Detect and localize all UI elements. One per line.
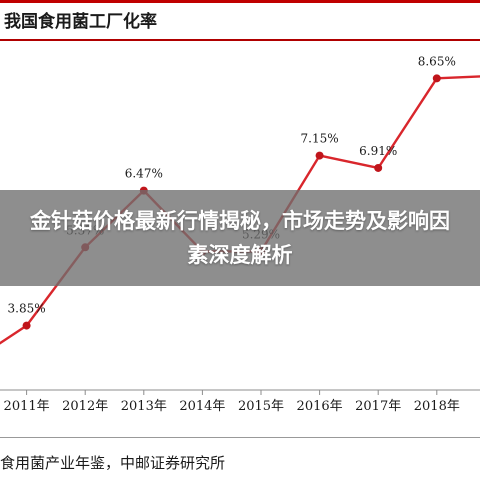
title-top-rule xyxy=(0,0,480,3)
x-tick-label: 2012年 xyxy=(62,399,108,414)
data-label: 6.91% xyxy=(359,144,397,158)
headline-banner: 金针菇价格最新行情揭秘，市场走势及影响因素深度解析 xyxy=(0,190,480,286)
data-label: 3.85% xyxy=(8,302,46,316)
data-point xyxy=(374,163,383,172)
x-tick-label: 2013年 xyxy=(121,399,167,414)
x-tick-label: 2014年 xyxy=(179,399,225,414)
x-tick-label: 2018年 xyxy=(414,399,460,414)
x-tick-label: 2011年 xyxy=(4,399,50,414)
x-tick-label: 2016年 xyxy=(297,399,343,414)
data-point xyxy=(22,321,31,330)
source-rule xyxy=(0,437,480,438)
x-tick-label: 2015年 xyxy=(238,399,284,414)
data-label: 8.65% xyxy=(418,54,456,68)
source-note: 食用菌产业年鉴，中邮证券研究所 xyxy=(0,454,226,472)
x-tick-label: 2017年 xyxy=(355,399,401,414)
data-label: 7.15% xyxy=(301,132,339,146)
title-rule xyxy=(0,39,480,41)
data-label: 6.47% xyxy=(125,167,163,181)
title-bar: 我国食用菌工厂化率 xyxy=(0,0,480,34)
chart-title: 我国食用菌工厂化率 xyxy=(4,12,157,32)
data-point xyxy=(432,74,441,83)
data-point xyxy=(315,151,324,160)
headline-text: 金针菇价格最新行情揭秘，市场走势及影响因素深度解析 xyxy=(30,209,450,267)
